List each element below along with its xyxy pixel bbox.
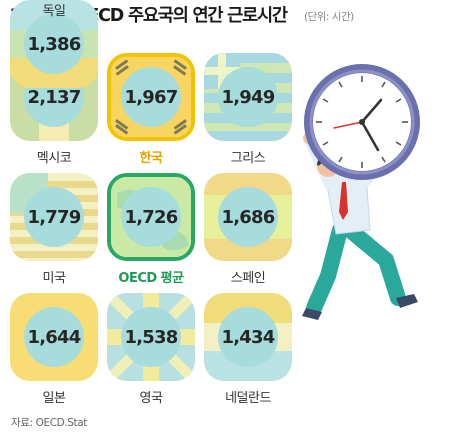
- tile-japan: 1,644: [10, 293, 98, 381]
- value-label-mexico: 2,137: [27, 86, 82, 108]
- value-circle: 1,686: [218, 187, 278, 247]
- country-label-oecd-average: OECD 평균: [118, 271, 184, 286]
- value-label-korea: 1,967: [124, 86, 179, 108]
- source-note: 자료: OECD.Stat: [11, 417, 87, 429]
- country-label-greece: 그리스: [230, 151, 266, 166]
- country-label-uk: 영국: [139, 391, 163, 406]
- value-label-uk: 1,538: [124, 326, 179, 348]
- value-circle: 1,434: [218, 307, 278, 367]
- value-circle: 1,538: [121, 307, 181, 367]
- country-label-korea: 한국: [139, 151, 163, 166]
- tile-greece: 1,949: [204, 53, 292, 141]
- tile-spain: 1,686: [204, 173, 292, 261]
- tile-mexico: 2,137: [10, 53, 98, 141]
- tile-germany: 1,386: [10, 0, 98, 88]
- value-label-spain: 1,686: [221, 206, 276, 228]
- tile-netherlands: 1,434: [204, 293, 292, 381]
- country-label-usa: 미국: [42, 271, 66, 286]
- value-label-oecd-average: 1,726: [124, 206, 179, 228]
- tile-korea: 1,967: [107, 53, 195, 141]
- country-label-japan: 일본: [42, 391, 66, 406]
- value-label-greece: 1,949: [221, 86, 276, 108]
- country-label-netherlands: 네덜란드: [225, 391, 271, 406]
- country-label-germany: 독일: [42, 4, 66, 19]
- country-label-mexico: 멕시코: [36, 151, 72, 166]
- value-label-germany: 1,386: [27, 33, 82, 55]
- value-circle: 1,967: [121, 67, 181, 127]
- country-label-spain: 스페인: [230, 271, 266, 286]
- value-circle: 1,644: [24, 307, 84, 367]
- value-circle: 1,949: [218, 67, 278, 127]
- value-label-usa: 1,779: [27, 206, 82, 228]
- value-label-japan: 1,644: [27, 326, 82, 348]
- value-circle: 1,726: [121, 187, 181, 247]
- man-carrying-clock-illustration: [302, 64, 420, 320]
- tile-oecd-average: 1,726: [107, 173, 195, 261]
- value-circle: 1,386: [24, 14, 84, 74]
- value-circle: 1,779: [24, 187, 84, 247]
- tile-uk: 1,538: [107, 293, 195, 381]
- unit-note: (단위: 시간): [304, 11, 354, 23]
- tile-usa: 1,779: [10, 173, 98, 261]
- value-label-netherlands: 1,434: [221, 326, 276, 348]
